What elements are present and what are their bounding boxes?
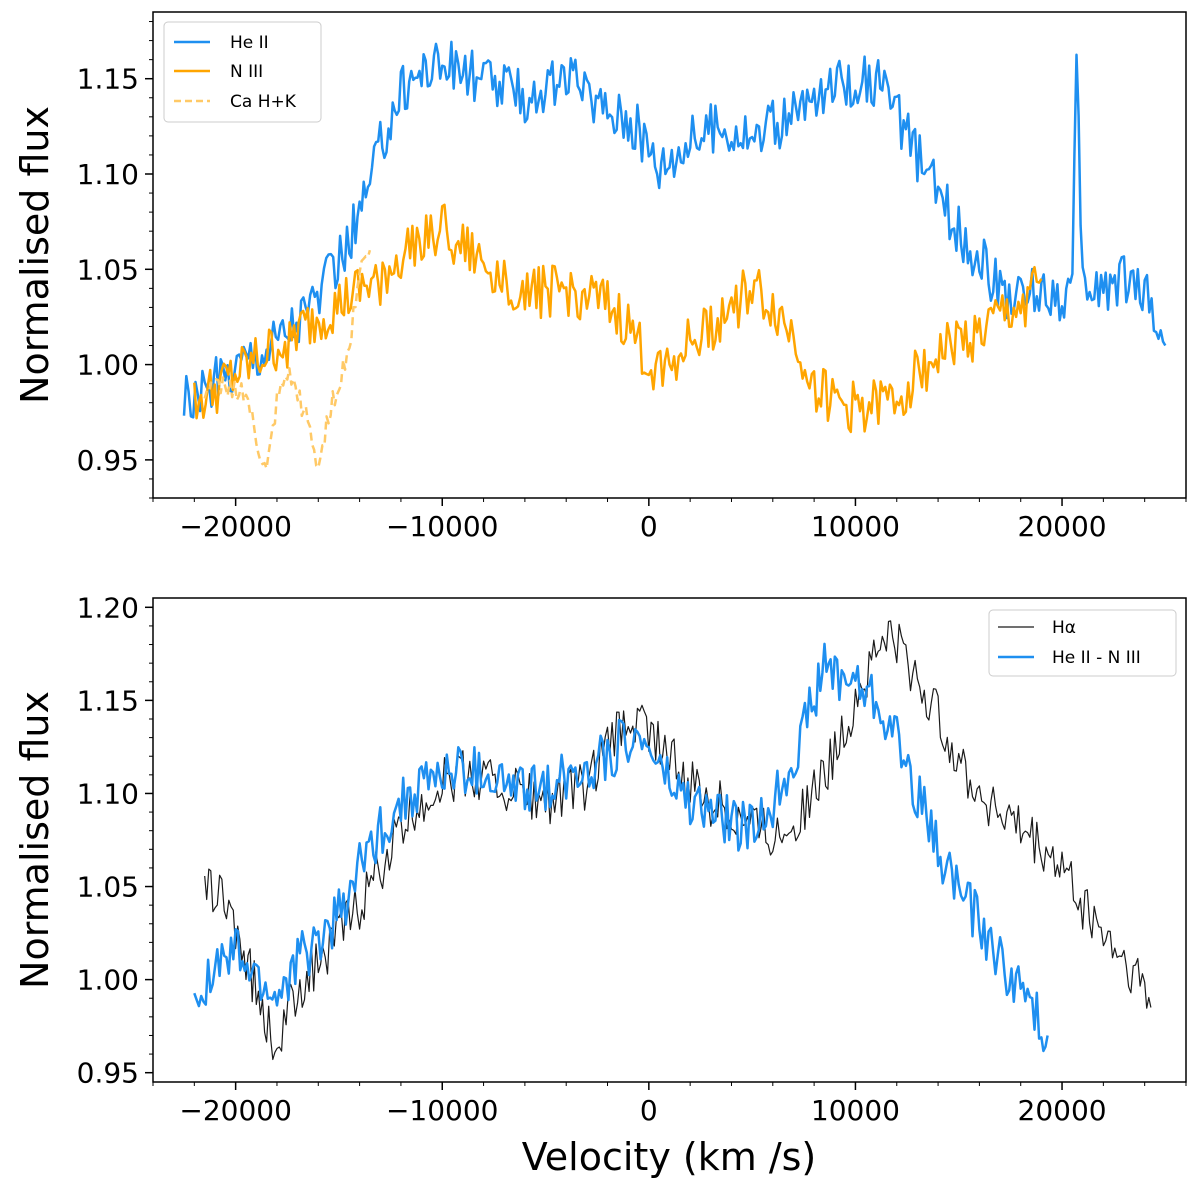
bottom-ylabel: Normalised flux	[13, 691, 57, 989]
top-series-n-iii	[193, 203, 1043, 434]
legend-label-diff: He II - N III	[1052, 648, 1141, 668]
legend-label-halpha: Hα	[1052, 618, 1076, 638]
bottom-ticks-layer: −20000 −10000 0 10000 20000 0.95 1.00 1.05 1.10 1…	[77, 591, 1187, 1127]
bottom-ytick-label: 0.95	[77, 1057, 139, 1090]
top-ytick-label: 1.15	[77, 63, 139, 96]
top-series-he-ii	[182, 40, 1167, 419]
xlabel: Velocity (km /s)	[522, 1135, 817, 1179]
bottom-xtick-label: −10000	[386, 1094, 499, 1127]
bottom-ytick-label: 1.10	[77, 777, 139, 810]
top-series-ca-h-k	[203, 249, 372, 470]
top-ytick-label: 1.05	[77, 253, 139, 286]
bottom-xtick-label: −20000	[179, 1094, 292, 1127]
bottom-xtick-label: 20000	[1018, 1094, 1107, 1127]
bottom-xtick-label: 0	[640, 1094, 658, 1127]
bottom-ytick-label: 1.05	[77, 871, 139, 904]
legend-label-heii: He II	[230, 33, 269, 53]
top-ytick-label: 0.95	[77, 444, 139, 477]
top-panel: −20000 −10000 0 10000 20000 0.95 1.00 1.05 1.10 1…	[13, 11, 1187, 543]
top-xtick-label: 0	[640, 510, 658, 543]
legend-label-niii: N III	[230, 62, 263, 82]
top-ytick-label: 1.00	[77, 349, 139, 382]
top-ticks-layer: −20000 −10000 0 10000 20000 0.95 1.00 1.05 1.10 1…	[77, 21, 1187, 543]
bottom-ytick-label: 1.00	[77, 964, 139, 997]
bottom-series-layer	[193, 620, 1152, 1061]
top-xtick-label: −20000	[179, 510, 292, 543]
bottom-plot-frame	[152, 597, 1187, 1083]
bottom-xtick-label: 10000	[811, 1094, 900, 1127]
top-series-layer	[182, 40, 1167, 470]
bottom-panel: −20000 −10000 0 10000 20000 0.95 1.00 1.05 1.10 1…	[13, 591, 1187, 1179]
bottom-series-h	[204, 620, 1152, 1061]
bottom-series-he-ii-n-iii	[193, 642, 1049, 1053]
top-legend: He II N III Ca H+K	[163, 21, 322, 123]
top-xtick-label: 10000	[811, 510, 900, 543]
bottom-legend: Hα He II - N III	[988, 609, 1177, 677]
top-xtick-label: −10000	[386, 510, 499, 543]
bottom-legend-box	[988, 609, 1177, 677]
top-plot-frame	[152, 11, 1187, 499]
top-legend-box	[163, 21, 322, 123]
bottom-ytick-label: 1.15	[77, 684, 139, 717]
legend-label-ca: Ca H+K	[230, 92, 297, 112]
top-xtick-label: 20000	[1018, 510, 1107, 543]
top-ylabel: Normalised flux	[13, 106, 57, 404]
bottom-ytick-label: 1.20	[77, 591, 139, 624]
top-ytick-label: 1.10	[77, 158, 139, 191]
